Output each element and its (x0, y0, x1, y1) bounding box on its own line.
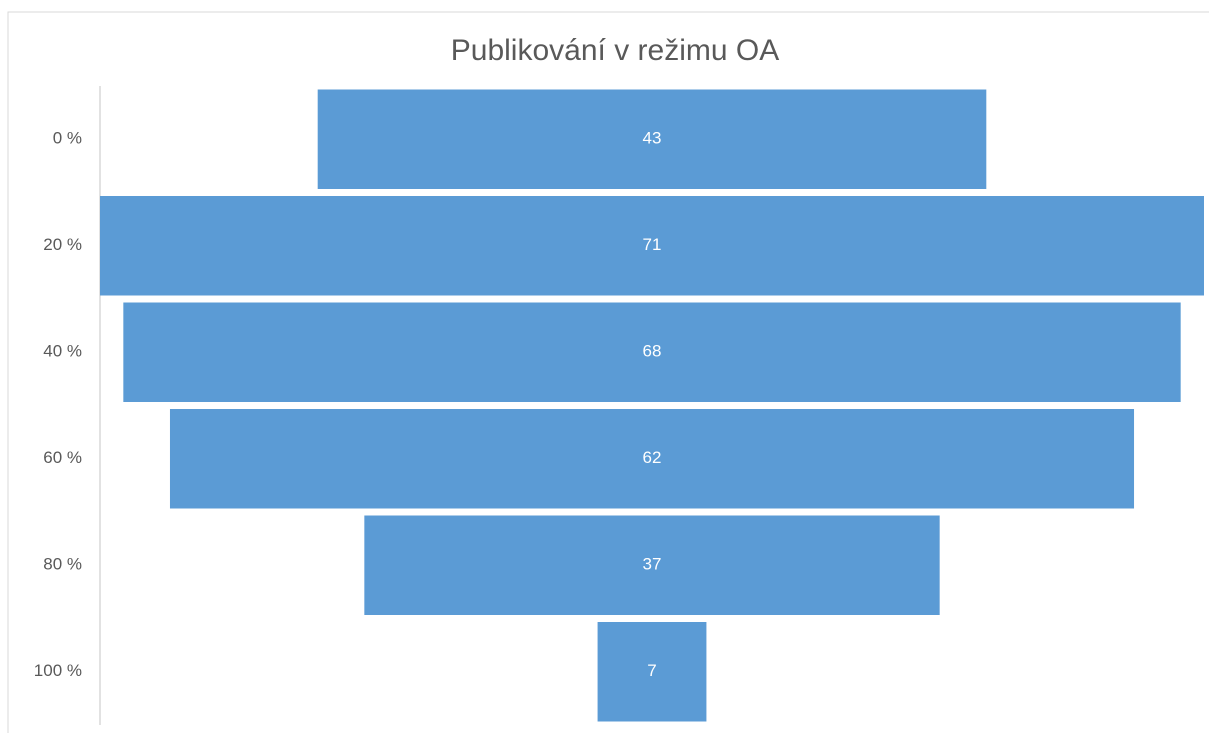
data-label: 43 (643, 129, 662, 148)
category-label: 100 % (34, 661, 82, 680)
category-label: 0 % (53, 129, 82, 148)
data-label: 7 (647, 661, 656, 680)
funnel-bar (597, 622, 707, 722)
data-label: 62 (643, 448, 662, 467)
chart-border (7, 11, 1209, 733)
category-label: 80 % (43, 555, 82, 574)
funnel-bar (169, 409, 1135, 509)
data-label: 71 (643, 235, 662, 254)
category-label: 40 % (43, 342, 82, 361)
category-label: 60 % (43, 448, 82, 467)
chart-title: Publikování v režimu OA (451, 34, 779, 67)
data-label: 68 (643, 342, 662, 361)
funnel-bar (123, 302, 1181, 402)
funnel-bar (317, 89, 987, 189)
funnel-bar (100, 196, 1204, 296)
funnel-bar (364, 515, 940, 615)
category-label: 20 % (43, 235, 82, 254)
data-label: 37 (643, 555, 662, 574)
